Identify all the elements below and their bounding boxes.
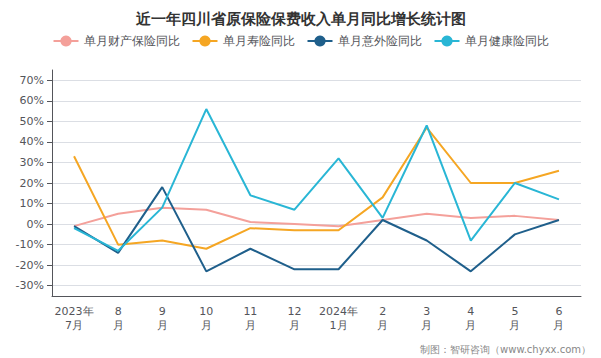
svg-text:单月健康险同比: 单月健康险同比 xyxy=(465,34,549,48)
svg-text:30%: 30% xyxy=(20,156,44,169)
svg-text:70%: 70% xyxy=(20,74,44,87)
svg-text:6: 6 xyxy=(555,305,562,318)
svg-text:10%: 10% xyxy=(20,197,44,210)
svg-text:2023年: 2023年 xyxy=(55,305,94,318)
svg-text:-30%: -30% xyxy=(16,279,44,292)
svg-text:-20%: -20% xyxy=(16,259,44,272)
svg-text:2: 2 xyxy=(379,305,386,318)
svg-text:近一年四川省原保险保费收入单月同比增长统计图: 近一年四川省原保险保费收入单月同比增长统计图 xyxy=(135,10,466,28)
svg-text:4: 4 xyxy=(467,305,474,318)
svg-text:月: 月 xyxy=(289,319,300,332)
svg-text:月: 月 xyxy=(245,319,256,332)
svg-text:单月财产保险同比: 单月财产保险同比 xyxy=(84,34,180,48)
svg-text:7月: 7月 xyxy=(65,319,83,332)
svg-text:单月意外险同比: 单月意外险同比 xyxy=(338,34,422,48)
svg-text:10: 10 xyxy=(199,305,213,318)
svg-text:月: 月 xyxy=(377,319,388,332)
svg-text:50%: 50% xyxy=(20,115,44,128)
svg-text:月: 月 xyxy=(113,319,124,332)
svg-text:月: 月 xyxy=(553,319,564,332)
svg-text:11: 11 xyxy=(243,305,257,318)
svg-text:3: 3 xyxy=(423,305,430,318)
svg-text:月: 月 xyxy=(157,319,168,332)
svg-text:月: 月 xyxy=(201,319,212,332)
svg-text:月: 月 xyxy=(509,319,520,332)
svg-text:单月寿险同比: 单月寿险同比 xyxy=(223,34,295,48)
svg-text:5: 5 xyxy=(511,305,518,318)
svg-text:-10%: -10% xyxy=(16,238,44,251)
svg-text:12: 12 xyxy=(287,305,301,318)
svg-text:1月: 1月 xyxy=(330,319,348,332)
svg-text:2024年: 2024年 xyxy=(319,305,358,318)
svg-text:0%: 0% xyxy=(27,218,44,231)
svg-text:40%: 40% xyxy=(20,135,44,148)
svg-text:月: 月 xyxy=(421,319,432,332)
svg-text:60%: 60% xyxy=(20,94,44,107)
svg-text:制图：智研咨询（www.chyxx.com）: 制图：智研咨询（www.chyxx.com） xyxy=(420,344,591,355)
svg-text:月: 月 xyxy=(465,319,476,332)
svg-text:9: 9 xyxy=(159,305,166,318)
svg-text:20%: 20% xyxy=(20,177,44,190)
svg-text:8: 8 xyxy=(115,305,122,318)
